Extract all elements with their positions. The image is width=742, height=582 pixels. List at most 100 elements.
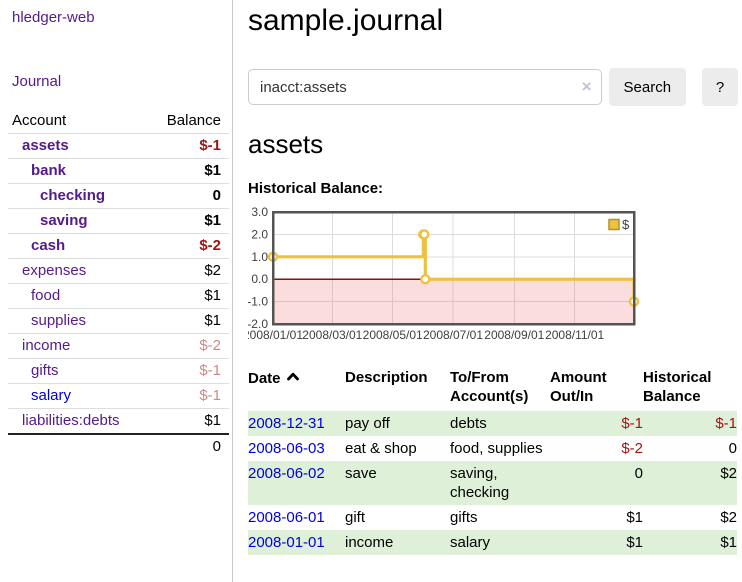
transaction-date-cell: 2008-06-02 <box>248 461 345 505</box>
transaction-description-cell: gift <box>345 509 366 526</box>
account-link[interactable]: food <box>31 287 61 304</box>
clear-search-icon[interactable]: × <box>581 77 592 96</box>
account-link[interactable]: salary <box>31 387 72 404</box>
transaction-row: 2008-01-01 income salary $1 $1 <box>248 530 737 555</box>
account-balance: 0 <box>212 187 221 204</box>
col-header-description[interactable]: Description <box>345 369 428 386</box>
account-row: food $1 <box>8 283 229 308</box>
y-axis-tick-label: -2.0 <box>248 317 268 331</box>
y-axis-tick-label: 3.0 <box>251 205 268 219</box>
y-axis-tick-label: -1.0 <box>248 295 268 309</box>
account-link[interactable]: liabilities:debts <box>22 412 120 429</box>
transaction-balance-cell: $1 <box>720 534 737 551</box>
account-balance: $1 <box>204 312 221 329</box>
transaction-date-link[interactable]: 2008-06-03 <box>248 440 325 457</box>
data-point-marker <box>420 273 431 285</box>
account-link[interactable]: checking <box>40 187 106 204</box>
account-row: checking 0 <box>8 183 229 208</box>
x-axis-tick-label: 2008/07/01 <box>423 328 483 342</box>
accounts-total: 0 <box>8 433 229 458</box>
y-axis-tick-label: 0.0 <box>251 272 268 286</box>
transaction-accounts-cell: salary <box>450 534 491 551</box>
transaction-accounts-cell: food, supplies <box>450 440 543 457</box>
transaction-date-cell: 2008-01-01 <box>248 530 345 555</box>
transaction-date-link[interactable]: 2008-06-01 <box>248 509 325 526</box>
transaction-date-link[interactable]: 2008-12-31 <box>248 415 325 432</box>
transaction-amount-cell: 0 <box>634 465 643 482</box>
account-link[interactable]: saving <box>40 212 88 229</box>
col-header-accounts[interactable]: To/From Account(s) <box>450 369 529 405</box>
legend-swatch <box>608 218 620 231</box>
transaction-date-cell: 2008-06-03 <box>248 436 345 461</box>
transaction-amount-cell: $1 <box>626 534 643 551</box>
legend-label: $ <box>622 217 630 232</box>
search-button[interactable]: Search <box>608 68 687 106</box>
chart-title: Historical Balance: <box>248 180 384 197</box>
transaction-row: 2008-06-02 save saving, checking 0 $2 <box>248 461 737 505</box>
account-link[interactable]: bank <box>31 162 67 179</box>
transaction-amount-cell: $1 <box>626 509 643 526</box>
accounts-header-account: Account <box>12 112 67 129</box>
accounts-header-balance: Balance <box>166 112 221 129</box>
account-row: income $-2 <box>8 333 229 358</box>
sidebar-item-journal[interactable]: Journal <box>12 73 62 90</box>
y-axis-tick-label: 1.0 <box>251 250 268 264</box>
account-row: saving $1 <box>8 208 229 233</box>
account-balance: $1 <box>204 412 221 429</box>
transaction-accounts-cell: gifts <box>450 509 478 526</box>
account-link[interactable]: supplies <box>31 312 87 329</box>
sidebar: hledger-web Journal Account Balance asse… <box>0 0 233 582</box>
search-form: × Search ? <box>248 68 738 106</box>
account-row: cash $-2 <box>8 233 229 258</box>
transaction-balance-cell: 0 <box>728 440 737 457</box>
account-link[interactable]: gifts <box>31 362 59 379</box>
account-heading: assets <box>248 129 324 159</box>
transaction-amount-cell: $-2 <box>621 440 643 457</box>
account-balance: $1 <box>204 287 221 304</box>
x-axis-tick-label: 2008/09/01 <box>484 328 544 342</box>
transaction-description-cell: save <box>345 465 377 482</box>
transaction-date-link[interactable]: 2008-06-02 <box>248 465 325 482</box>
accounts-header: Account Balance <box>8 109 229 133</box>
page-title: sample.journal <box>248 4 444 37</box>
account-row: salary $-1 <box>8 383 229 408</box>
search-input[interactable] <box>248 69 602 105</box>
account-balance: $-1 <box>199 387 221 404</box>
search-box: × <box>248 69 602 105</box>
help-button[interactable]: ? <box>702 68 738 106</box>
col-header-amount[interactable]: Amount Out/In <box>550 369 607 405</box>
x-axis-tick-label: 2008/05/01 <box>363 328 423 342</box>
x-axis-tick-label: 2008/03/01 <box>302 328 362 342</box>
account-link[interactable]: assets <box>22 137 69 154</box>
accounts-tree: Account Balance assets $-1 bank $1 checking 0… <box>8 109 229 458</box>
transactions-table: Date Description To/From Account(s) Amou… <box>248 366 737 555</box>
account-balance: $1 <box>204 212 221 229</box>
account-row: bank $1 <box>8 158 229 183</box>
transaction-balance-cell: $-1 <box>715 415 737 432</box>
transaction-date-link[interactable]: 2008-01-01 <box>248 534 325 551</box>
account-link[interactable]: expenses <box>22 262 87 279</box>
account-balance: $1 <box>204 162 221 179</box>
account-balance: $-1 <box>199 137 221 154</box>
transaction-balance-cell: $2 <box>720 509 737 526</box>
transaction-date-cell: 2008-06-01 <box>248 505 345 530</box>
account-row: supplies $1 <box>8 308 229 333</box>
app-brand-link[interactable]: hledger-web <box>12 9 95 26</box>
transaction-description-cell: pay off <box>345 415 390 432</box>
account-link[interactable]: income <box>22 337 71 354</box>
account-balance: $2 <box>204 262 221 279</box>
x-axis-tick-label: 2008/11/01 <box>545 328 604 342</box>
y-axis-tick-label: 2.0 <box>251 227 268 241</box>
negative-region <box>273 279 634 324</box>
account-link[interactable]: cash <box>31 237 66 254</box>
transaction-description-cell: eat & shop <box>345 440 417 457</box>
col-header-balance[interactable]: Historical Balance <box>643 369 712 405</box>
account-row: assets $-1 <box>8 133 229 158</box>
transaction-accounts-cell: saving, checking <box>450 465 510 501</box>
account-row: liabilities:debts $1 <box>8 408 229 433</box>
transaction-row: 2008-06-03 eat & shop food, supplies $-2 0 <box>248 436 737 461</box>
col-header-date[interactable]: Date <box>248 366 345 411</box>
sort-asc-icon <box>286 368 300 387</box>
